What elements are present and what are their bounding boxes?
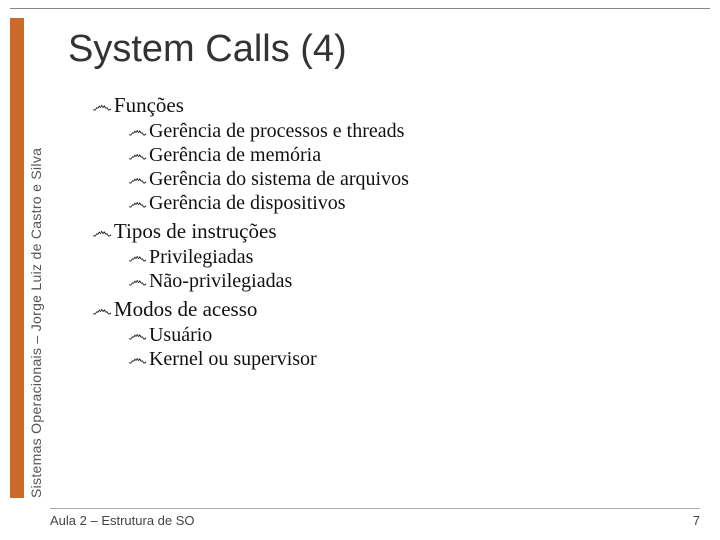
item-text: Privilegiadas <box>149 246 253 268</box>
bullet-icon: ෴ <box>92 93 112 118</box>
bullet-icon: ෴ <box>128 324 147 347</box>
top-divider <box>10 8 710 9</box>
section-heading: ෴Modos de acesso <box>92 297 700 322</box>
slide-content: System Calls (4) ෴Funções ෴Gerência de p… <box>68 28 700 372</box>
bullet-icon: ෴ <box>128 192 147 215</box>
list-item: ෴Gerência de processos e threads <box>128 120 700 143</box>
section-label: Tipos de instruções <box>114 219 277 243</box>
item-text: Gerência de dispositivos <box>149 192 346 214</box>
bullet-icon: ෴ <box>128 144 147 167</box>
item-text: Gerência de memória <box>149 144 321 166</box>
sidebar-text: Sistemas Operacionais – Jorge Luiz de Ca… <box>28 148 44 498</box>
bullet-icon: ෴ <box>128 246 147 269</box>
slide-title: System Calls (4) <box>68 28 700 71</box>
bullet-icon: ෴ <box>128 270 147 293</box>
list-item: ෴Gerência de memória <box>128 144 700 167</box>
item-text: Usuário <box>149 324 212 346</box>
section-label: Modos de acesso <box>114 297 257 321</box>
bullet-icon: ෴ <box>128 120 147 143</box>
bullet-icon: ෴ <box>92 297 112 322</box>
list-item: ෴Gerência de dispositivos <box>128 192 700 215</box>
footer-left: Aula 2 – Estrutura de SO <box>50 513 195 528</box>
bullet-icon: ෴ <box>92 219 112 244</box>
bullet-icon: ෴ <box>128 168 147 191</box>
section-heading: ෴Funções <box>92 93 700 118</box>
list-item: ෴Privilegiadas <box>128 246 700 269</box>
list-item: ෴Gerência do sistema de arquivos <box>128 168 700 191</box>
slide-number: 7 <box>693 513 700 528</box>
list-item: ෴Kernel ou supervisor <box>128 348 700 371</box>
bullet-icon: ෴ <box>128 348 147 371</box>
section-heading: ෴Tipos de instruções <box>92 219 700 244</box>
section-label: Funções <box>114 93 184 117</box>
list-item: ෴Não-privilegiadas <box>128 270 700 293</box>
item-text: Kernel ou supervisor <box>149 348 317 370</box>
item-text: Gerência de processos e threads <box>149 120 404 142</box>
item-text: Não-privilegiadas <box>149 270 292 292</box>
accent-bar <box>10 18 24 498</box>
list-item: ෴Usuário <box>128 324 700 347</box>
slide-footer: Aula 2 – Estrutura de SO 7 <box>50 508 700 528</box>
item-text: Gerência do sistema de arquivos <box>149 168 409 190</box>
